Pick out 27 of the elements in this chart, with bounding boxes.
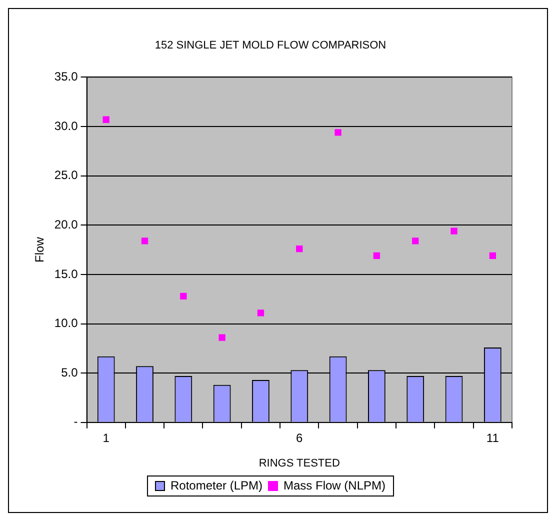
y-axis-title: Flow (32, 236, 47, 262)
point (141, 238, 148, 244)
y-tick-label: 30.0 (54, 118, 78, 133)
chart-title: 152 SINGLE JET MOLD FLOW COMPARISON (154, 40, 386, 52)
y-tick-label: 10.0 (54, 316, 78, 330)
y-tick-label: 25.0 (54, 168, 78, 182)
legend-label: Mass Flow (NLPM) (284, 478, 386, 492)
y-tick-label: 20.0 (54, 217, 78, 232)
point (296, 245, 303, 252)
y-tick-label: 5.0 (61, 365, 78, 380)
x-tick-label: 6 (296, 430, 304, 445)
point (412, 238, 419, 244)
point (489, 252, 496, 260)
x-tick-label: 11 (486, 430, 500, 445)
point (102, 116, 110, 123)
point (218, 334, 226, 341)
point (257, 310, 264, 316)
x-tick-label: 1 (102, 430, 110, 445)
point (373, 252, 380, 260)
y-tick-label: 15.0 (54, 266, 78, 281)
x-axis-title: RINGS TESTED (258, 457, 340, 470)
point (334, 129, 342, 136)
point (450, 228, 458, 234)
y-tick-label: - (74, 414, 78, 429)
y-tick-label: 35.0 (54, 70, 78, 84)
point (180, 292, 187, 300)
legend-label: Rotometer (LPM) (170, 478, 263, 492)
